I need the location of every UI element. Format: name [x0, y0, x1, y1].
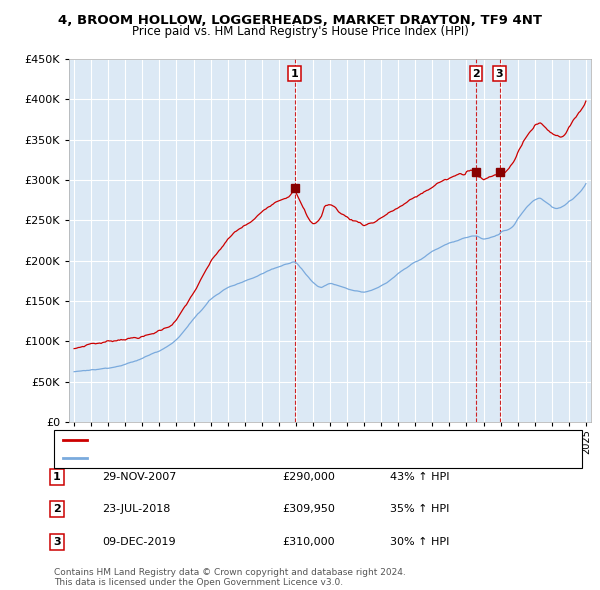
Text: 23-JUL-2018: 23-JUL-2018 — [102, 504, 170, 514]
Text: 35% ↑ HPI: 35% ↑ HPI — [390, 504, 449, 514]
Text: £310,000: £310,000 — [282, 537, 335, 546]
Text: This data is licensed under the Open Government Licence v3.0.: This data is licensed under the Open Gov… — [54, 578, 343, 587]
Text: Price paid vs. HM Land Registry's House Price Index (HPI): Price paid vs. HM Land Registry's House … — [131, 25, 469, 38]
Text: 2: 2 — [53, 504, 61, 514]
Text: 3: 3 — [53, 537, 61, 546]
Text: 30% ↑ HPI: 30% ↑ HPI — [390, 537, 449, 546]
Text: 3: 3 — [496, 68, 503, 78]
Text: 2: 2 — [472, 68, 480, 78]
Text: 43% ↑ HPI: 43% ↑ HPI — [390, 472, 449, 481]
Text: 4, BROOM HOLLOW, LOGGERHEADS, MARKET DRAYTON, TF9 4NT: 4, BROOM HOLLOW, LOGGERHEADS, MARKET DRA… — [58, 14, 542, 27]
Text: 29-NOV-2007: 29-NOV-2007 — [102, 472, 176, 481]
Text: 4, BROOM HOLLOW, LOGGERHEADS, MARKET DRAYTON, TF9 4NT (detached house): 4, BROOM HOLLOW, LOGGERHEADS, MARKET DRA… — [92, 435, 508, 445]
Text: £309,950: £309,950 — [282, 504, 335, 514]
Text: £290,000: £290,000 — [282, 472, 335, 481]
Text: 09-DEC-2019: 09-DEC-2019 — [102, 537, 176, 546]
Text: 1: 1 — [53, 472, 61, 481]
Text: Contains HM Land Registry data © Crown copyright and database right 2024.: Contains HM Land Registry data © Crown c… — [54, 568, 406, 577]
Text: 1: 1 — [290, 68, 298, 78]
Text: HPI: Average price, detached house, Newcastle-under-Lyme: HPI: Average price, detached house, Newc… — [92, 453, 390, 463]
